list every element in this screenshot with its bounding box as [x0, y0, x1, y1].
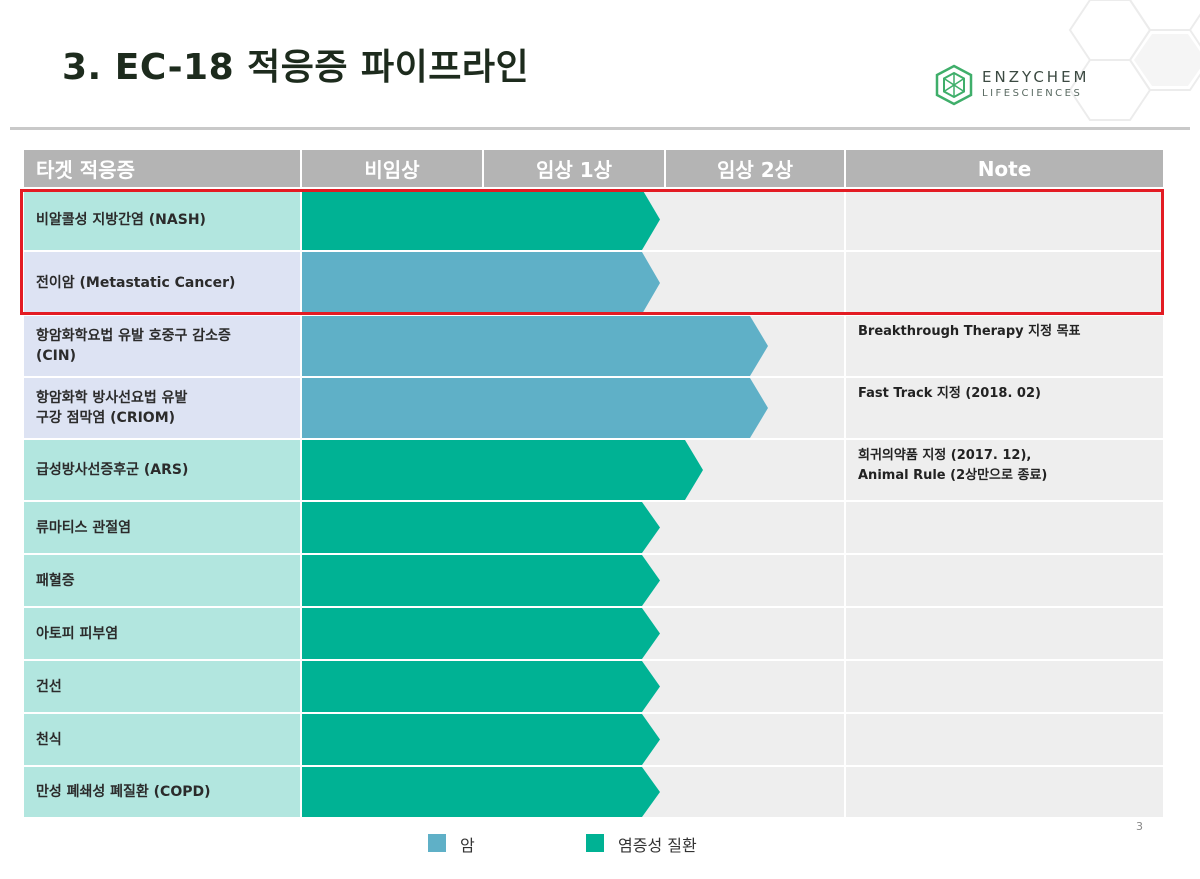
header-phase-1: 임상 1상 [484, 150, 664, 187]
legend-swatch-cancer [428, 834, 446, 852]
header-preclinical: 비임상 [302, 150, 482, 187]
row-label: 천식 [24, 714, 300, 765]
row-label: 건선 [24, 661, 300, 712]
enzychem-hexagon-icon [935, 64, 973, 106]
row-label: 비알콜성 지방간염 (NASH) [24, 189, 300, 250]
phase-progress-arrow [302, 661, 660, 712]
phase-progress-arrow [302, 440, 703, 500]
header-phase-2: 임상 2상 [666, 150, 844, 187]
row-note [846, 252, 1163, 314]
title-divider [10, 127, 1190, 130]
header-note: Note [846, 150, 1163, 187]
phase-progress-arrow [302, 316, 768, 376]
phase-progress-arrow [302, 378, 768, 438]
legend-label: 염증성 질환 [618, 836, 697, 855]
row-note [846, 661, 1163, 712]
row-note: 희귀의약품 지정 (2017. 12), Animal Rule (2상만으로 … [846, 440, 1163, 500]
slide-title: 3. EC-18 적응증 파이프라인 [62, 47, 530, 88]
row-label: 류마티스 관절염 [24, 502, 300, 553]
row-label: 만성 폐쇄성 폐질환 (COPD) [24, 767, 300, 817]
phase-progress-arrow [302, 555, 660, 606]
phase-progress-arrow [302, 502, 660, 553]
row-note [846, 767, 1163, 817]
header-target-indication: 타겟 적응증 [24, 150, 300, 187]
logo-subtitle: LIFESCIENCES [982, 88, 1083, 99]
row-note [846, 714, 1163, 765]
logo-name: ENZYCHEM [982, 68, 1090, 86]
hexagon-pattern-decoration [1068, 0, 1200, 121]
row-label: 전이암 (Metastatic Cancer) [24, 252, 300, 314]
row-note: Breakthrough Therapy 지정 목표 [846, 316, 1163, 376]
page-number: 3 [1136, 820, 1143, 833]
row-label: 패혈증 [24, 555, 300, 606]
row-note [846, 608, 1163, 659]
row-label: 항암화학 방사선요법 유발 구강 점막염 (CRIOM) [24, 378, 300, 438]
row-note [846, 502, 1163, 553]
row-label: 아토피 피부염 [24, 608, 300, 659]
row-label: 급성방사선증후군 (ARS) [24, 440, 300, 500]
phase-progress-arrow [302, 714, 660, 765]
phase-progress-arrow [302, 189, 660, 250]
phase-progress-arrow [302, 608, 660, 659]
phase-progress-arrow [302, 252, 660, 314]
row-note: Fast Track 지정 (2018. 02) [846, 378, 1163, 438]
legend-label: 암 [460, 836, 475, 855]
phase-progress-arrow [302, 767, 660, 817]
row-note [846, 555, 1163, 606]
row-label: 항암화학요법 유발 호중구 감소증 (CIN) [24, 316, 300, 376]
highlight-box [20, 189, 1164, 315]
row-note [846, 189, 1163, 250]
legend-swatch-inflammatory [586, 834, 604, 852]
